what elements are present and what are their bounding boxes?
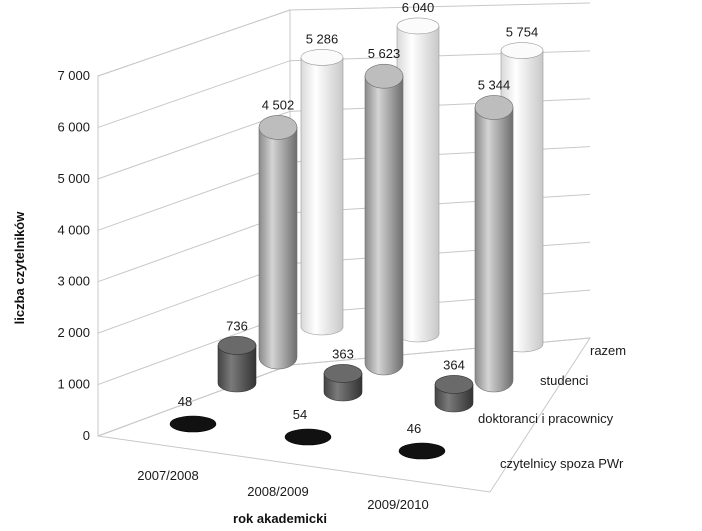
data-label: 5 754: [506, 25, 539, 40]
data-label: 54: [293, 407, 307, 422]
x-category-label: 2007/2008: [137, 468, 198, 483]
y-tick-label: 5 000: [57, 171, 90, 186]
cylinder-studenci-2009/2010: [474, 95, 514, 393]
y-tick-label: 3 000: [57, 274, 90, 289]
y-tick-label: 2 000: [57, 325, 90, 340]
y-tick-label: 7 000: [57, 68, 90, 83]
x-axis-categories: 2007/2008 2008/2009 2009/2010: [137, 468, 428, 512]
cylinder-doktoranci-i-pracownicy-2007/2008: [217, 336, 257, 393]
data-label: 48: [178, 394, 192, 409]
cylinder-doktoranci-i-pracownicy-2009/2010: [434, 375, 474, 413]
cylinder-czytelnicy-spoza-PWr-2008/2009: [284, 428, 332, 446]
x-axis-title: rok akademicki: [233, 511, 327, 526]
data-label: 5 286: [306, 31, 339, 46]
series-label: studenci: [540, 373, 589, 388]
x-category-label: 2008/2009: [247, 484, 308, 499]
y-axis-title: liczba czytelników: [12, 211, 27, 325]
data-labels: 5 286 6 040 5 754 4 502 5 623 5 344 736 363 364 4…: [178, 0, 539, 436]
y-tick-label: 4 000: [57, 222, 90, 237]
data-label: 363: [332, 346, 354, 361]
series-axis-labels: czytelnicy spoza PWr doktoranci i pracown…: [478, 343, 626, 471]
series-label: doktoranci i pracownicy: [478, 411, 614, 426]
cylinder-studenci-2008/2009: [364, 63, 404, 376]
y-tick-label: 6 000: [57, 119, 90, 134]
cylinder-czytelnicy-spoza-PWr-2007/2008: [169, 415, 217, 433]
y-tick-label: 0: [83, 428, 90, 443]
y-tick-label: 1 000: [57, 377, 90, 392]
series-label: razem: [590, 343, 626, 358]
data-label: 5 344: [478, 77, 511, 92]
data-label: 6 040: [402, 0, 435, 15]
gridline: [97, 50, 591, 128]
cylinder-razem-2007/2008: [300, 49, 344, 336]
data-label: 4 502: [262, 97, 295, 112]
data-label: 364: [443, 357, 465, 372]
cylinder-czytelnicy-spoza-PWr-2009/2010: [398, 442, 446, 460]
y-axis: 0 1 000 2 000 3 000 4 000 5 000 6 000 7 000: [57, 68, 90, 443]
gridline: [97, 2, 591, 77]
cylinder-doktoranci-i-pracownicy-2008/2009: [323, 364, 363, 402]
x-category-label: 2009/2010: [367, 497, 428, 512]
cylinder-studenci-2007/2008: [258, 115, 298, 370]
series-label: czytelnicy spoza PWr: [500, 456, 624, 471]
cylinders: [169, 17, 544, 460]
data-label: 5 623: [368, 46, 401, 61]
data-label: 736: [226, 318, 248, 333]
data-label: 46: [407, 421, 421, 436]
